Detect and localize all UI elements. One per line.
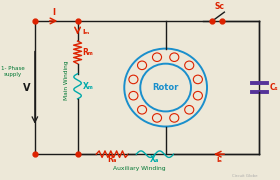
Text: Iₐ: Iₐ [216,157,222,163]
Text: Rotor: Rotor [152,83,179,92]
Text: Rₐ: Rₐ [108,155,117,164]
Text: Iₘ: Iₘ [82,29,90,35]
Text: I: I [52,8,55,17]
Text: Xₐ: Xₐ [150,155,160,164]
Text: Xₘ: Xₘ [82,82,93,91]
Text: Main Winding: Main Winding [64,60,69,100]
Text: 1- Phase
supply: 1- Phase supply [1,66,25,77]
Text: Auxiliary Winding: Auxiliary Winding [113,166,165,171]
Text: Sᴄ: Sᴄ [215,2,225,11]
Text: V: V [23,83,30,93]
Text: Circuit Globe: Circuit Globe [232,174,258,178]
Text: Cₛ: Cₛ [269,83,278,92]
Text: Rₘ: Rₘ [82,48,93,57]
